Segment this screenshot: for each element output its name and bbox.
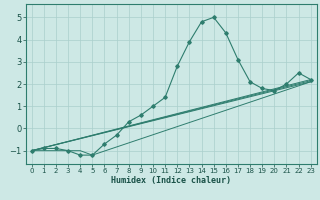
X-axis label: Humidex (Indice chaleur): Humidex (Indice chaleur) — [111, 176, 231, 185]
